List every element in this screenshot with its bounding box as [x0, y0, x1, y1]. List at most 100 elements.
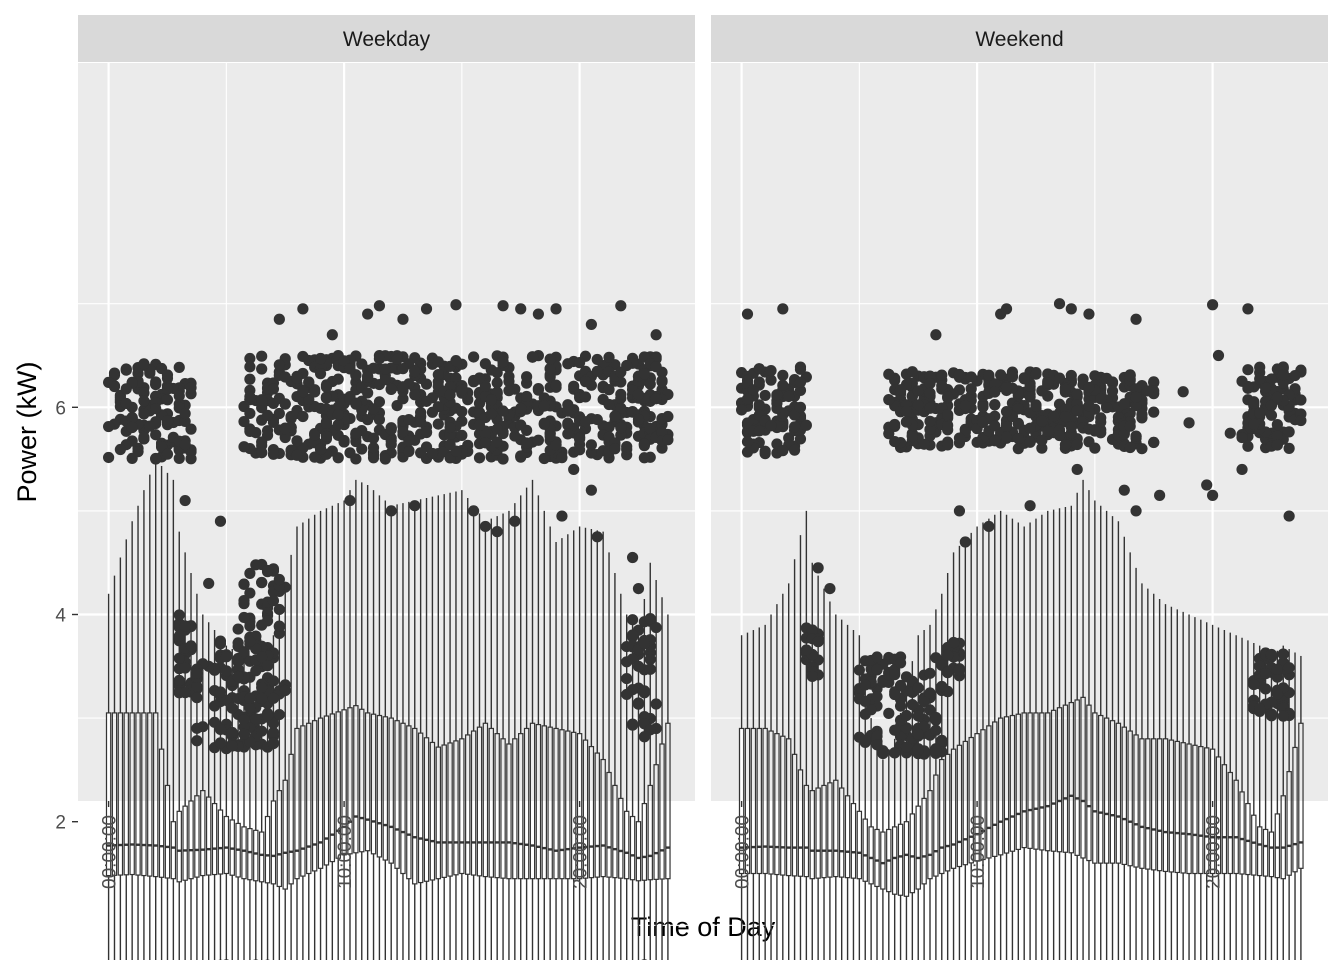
outlier-point: [942, 666, 954, 678]
outlier-point: [491, 423, 503, 435]
outlier-point: [1271, 439, 1283, 451]
outlier-point: [942, 439, 954, 451]
outlier-point: [397, 313, 409, 325]
outlier-point: [644, 422, 656, 435]
outlier-point: [983, 520, 995, 533]
box-iqr: [264, 815, 271, 884]
box-iqr: [1256, 826, 1263, 877]
box-iqr: [500, 738, 506, 879]
outlier-point: [161, 415, 174, 427]
outlier-point: [238, 415, 250, 428]
outlier-point: [883, 707, 895, 719]
outlier-point: [256, 651, 268, 663]
outlier-point: [379, 363, 391, 375]
box-iqr: [129, 712, 135, 876]
outlier-point: [161, 448, 174, 460]
outlier-point: [806, 624, 818, 636]
outlier-point: [656, 376, 668, 388]
outlier-point: [297, 350, 309, 363]
outlier-point: [650, 698, 662, 710]
box-iqr: [512, 738, 518, 880]
box-iqr: [1133, 734, 1139, 868]
outlier-point: [256, 350, 268, 362]
box-iqr: [406, 725, 412, 880]
outlier-point: [632, 388, 645, 401]
outlier-point: [1142, 385, 1154, 397]
box-iqr: [247, 828, 253, 881]
outlier-point: [1265, 399, 1278, 412]
box-iqr: [176, 810, 182, 883]
outlier-point: [638, 368, 650, 380]
outlier-point: [273, 313, 285, 325]
outlier-point: [332, 409, 344, 421]
outlier-point: [1277, 648, 1289, 660]
outlier-point: [244, 361, 256, 373]
outlier-point: [1018, 373, 1030, 385]
outlier-point: [800, 419, 812, 431]
outlier-point: [1000, 431, 1013, 443]
outlier-point: [244, 736, 256, 748]
outlier-point: [1224, 427, 1236, 439]
outlier-point: [538, 418, 550, 430]
box-iqr: [105, 712, 112, 877]
outlier-point: [261, 709, 274, 721]
box-iqr: [1121, 726, 1128, 866]
outlier-point: [615, 402, 627, 414]
outlier-point: [759, 448, 771, 460]
outlier-point: [621, 672, 633, 685]
outlier-point: [415, 447, 427, 459]
box-iqr: [1215, 756, 1222, 875]
outlier-point: [532, 308, 544, 320]
outlier-point: [650, 393, 662, 405]
outlier-point: [267, 737, 280, 750]
outlier-point: [1242, 303, 1254, 315]
outlier-point: [883, 394, 895, 406]
outlier-point: [644, 378, 656, 390]
outlier-point: [491, 436, 503, 448]
outlier-point: [585, 447, 597, 459]
box-iqr: [838, 787, 845, 878]
outlier-point: [1130, 313, 1142, 325]
outlier-point: [632, 660, 645, 672]
outlier-point: [397, 363, 409, 375]
outlier-point: [226, 740, 238, 752]
outlier-point: [238, 728, 250, 740]
outlier-point: [924, 687, 936, 699]
box-iqr: [600, 758, 606, 878]
outlier-point: [238, 611, 250, 624]
outlier-point: [1265, 409, 1278, 421]
outlier-point: [912, 385, 924, 397]
outlier-point: [244, 407, 256, 420]
outlier-point: [232, 670, 244, 683]
outlier-point: [615, 388, 627, 400]
outlier-point: [609, 443, 621, 455]
outlier-point: [497, 453, 509, 465]
outlier-point: [1065, 421, 1077, 433]
outlier-point: [883, 368, 895, 380]
outlier-point: [191, 722, 203, 734]
outlier-point: [138, 358, 150, 370]
outlier-point: [385, 383, 397, 395]
box-iqr: [182, 805, 188, 881]
outlier-point: [432, 356, 444, 368]
box-iqr: [1068, 701, 1075, 854]
outlier-point: [1242, 382, 1254, 394]
outlier-point: [320, 392, 333, 404]
outlier-point: [261, 659, 274, 672]
outlier-point: [965, 383, 977, 395]
outlier-point: [397, 426, 409, 438]
outlier-point: [953, 368, 966, 381]
outlier-point: [871, 651, 883, 663]
outlier-point: [1000, 406, 1013, 418]
outlier-point: [977, 401, 989, 413]
outlier-point: [1106, 385, 1119, 397]
box-iqr: [200, 790, 206, 877]
outlier-point: [959, 400, 971, 412]
outlier-point: [1265, 648, 1278, 661]
box-iqr: [364, 712, 371, 852]
outlier-point: [1236, 431, 1248, 444]
box-iqr: [844, 795, 851, 879]
outlier-point: [1012, 432, 1024, 444]
outlier-point: [632, 698, 645, 710]
box-iqr: [1151, 738, 1157, 871]
